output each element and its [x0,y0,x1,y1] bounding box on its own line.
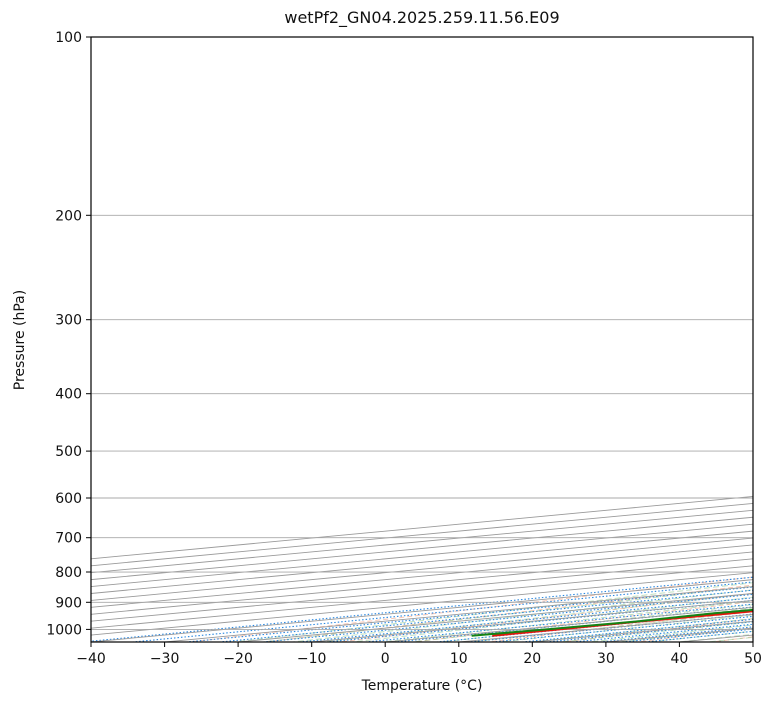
dry-adiabat-line [767,24,775,645]
x-axis-label: Temperature (°C) [361,678,483,694]
moist-adiabat-line [524,618,753,642]
x-tick-label: 20 [523,651,541,667]
y-tick-label: 700 [55,531,82,547]
isotherm-line [91,523,753,588]
x-tick-label: −30 [150,651,180,667]
x-tick-label: 50 [744,651,762,667]
moist-adiabat-line [554,621,753,642]
isotherm-line [91,530,753,594]
y-tick-label: 300 [55,313,82,329]
x-tick-label: 40 [670,651,688,667]
moist-adiabat-line [613,627,753,642]
x-tick-label: −20 [223,651,253,667]
x-tick-label: 10 [450,651,468,667]
moist-adiabat-line [643,630,753,642]
x-tick-label: −40 [76,651,106,667]
dry-adiabat-line [409,601,753,642]
y-axis-ticks: 100 200 300 400 500 600 700 800 900 1000 [46,30,91,638]
isotherm-line [91,544,753,608]
isotherm-line [159,586,753,642]
dry-adiabat-line [558,618,753,642]
background-lines [91,10,775,654]
plot-frame [90,36,754,643]
isotherm-line [674,634,753,642]
moist-adiabat-line [229,582,753,642]
moist-adiabat-line [347,596,753,642]
moist-adiabat-line [376,600,753,642]
y-tick-label: 800 [55,565,82,581]
y-tick-label: 400 [55,387,82,403]
x-tick-label: −10 [297,651,327,667]
isotherm-line [91,537,753,601]
moist-adiabat-line [436,607,753,642]
isotherm-line [233,593,753,642]
mixing-ratio-line [91,576,753,642]
isotherm-line [91,565,753,629]
isotherm-line [91,496,753,560]
y-tick-label: 1000 [46,622,82,638]
isotherm-line [91,551,753,615]
moist-adiabat-line [702,636,753,642]
isotherm-line [601,627,753,642]
moist-adiabat-line [288,589,753,642]
isotherm-line [700,10,775,654]
dry-adiabat-line [483,609,753,642]
mixing-ratio-line [214,589,753,642]
dry-adiabat-line [633,627,753,642]
moist-adiabat-line [465,611,753,642]
isotherm-line [91,509,753,574]
isotherm-line [91,502,753,567]
y-tick-label: 500 [55,444,82,460]
y-tick-label: 900 [55,595,82,611]
moist-adiabat-line [406,604,753,642]
temperature-profile-line [492,610,753,637]
moist-adiabat-line [317,593,753,642]
isotherm-line [91,558,753,622]
isotherm-line [91,579,753,642]
dry-adiabat-line [707,636,753,642]
chart-title: wetPf2_GN04.2025.259.11.56.E09 [284,8,560,27]
isotherm-line [91,516,753,581]
isotherm-line [91,572,753,636]
moist-adiabat-line [584,624,753,642]
mixing-ratio-line [516,618,753,642]
mixing-ratio-line [487,615,753,642]
y-tick-label: 100 [55,30,82,46]
isotherm-line [527,620,753,642]
moist-adiabat-line [672,633,753,642]
moist-adiabat-line [495,614,753,642]
dry-adiabat-line [259,584,753,642]
isotherm-line [306,599,753,642]
x-tick-label: 0 [381,651,390,667]
x-tick-label: 30 [597,651,615,667]
mixing-ratio-line [127,581,753,642]
moist-adiabat-line [258,585,753,642]
x-axis-ticks: −40 −30 −20 −10 0 10 20 30 40 50 [76,642,762,667]
mixing-ratio-line [180,586,753,642]
y-tick-label: 200 [55,208,82,224]
y-tick-label: 600 [55,491,82,507]
